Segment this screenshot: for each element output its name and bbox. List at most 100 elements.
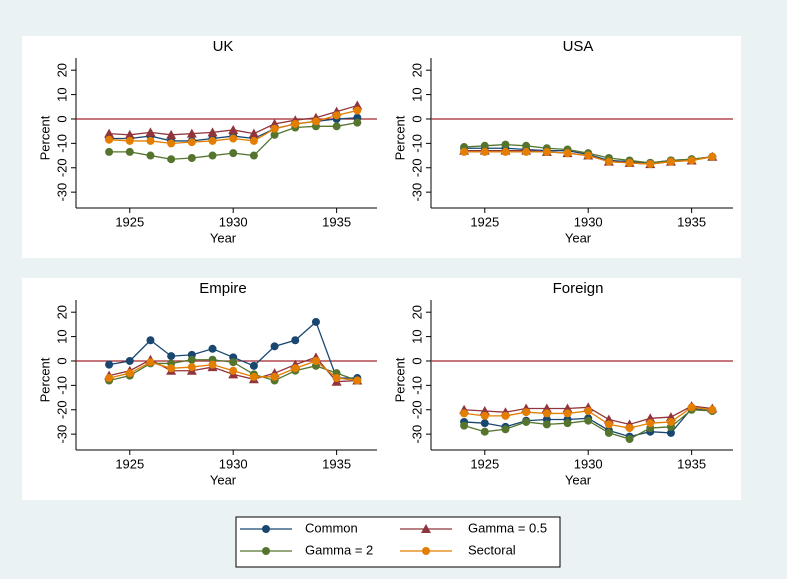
marker bbox=[187, 355, 196, 364]
x-tick-label: 1925 bbox=[470, 456, 499, 471]
marker bbox=[104, 128, 115, 138]
legend-marker bbox=[262, 547, 270, 555]
panel bbox=[22, 36, 386, 258]
x-axis-label: Year bbox=[565, 230, 592, 245]
y-tick-label: 10 bbox=[409, 329, 424, 343]
marker bbox=[353, 106, 362, 115]
y-tick-label: -10 bbox=[54, 134, 69, 153]
marker bbox=[480, 147, 489, 156]
x-tick-label: 1930 bbox=[574, 456, 603, 471]
marker bbox=[208, 344, 217, 353]
x-tick-label: 1925 bbox=[115, 214, 144, 229]
y-tick-label: -20 bbox=[54, 400, 69, 419]
marker bbox=[167, 139, 176, 148]
panel-title: Empire bbox=[199, 280, 247, 297]
marker bbox=[332, 122, 341, 131]
marker bbox=[208, 360, 217, 369]
marker bbox=[208, 151, 217, 160]
marker bbox=[249, 361, 258, 370]
legend-label: Gamma = 2 bbox=[305, 542, 373, 557]
marker bbox=[249, 151, 258, 160]
panel-title: USA bbox=[563, 38, 594, 55]
y-tick-label: 10 bbox=[54, 329, 69, 343]
marker bbox=[522, 147, 531, 156]
y-tick-label: -20 bbox=[409, 158, 424, 177]
marker bbox=[625, 435, 634, 444]
marker bbox=[646, 419, 655, 428]
marker bbox=[311, 317, 320, 326]
x-tick-label: 1925 bbox=[470, 214, 499, 229]
y-tick-label: 0 bbox=[54, 357, 69, 364]
marker bbox=[186, 128, 197, 138]
y-tick-label: 0 bbox=[409, 115, 424, 122]
y-tick-label: 0 bbox=[409, 357, 424, 364]
marker bbox=[480, 427, 489, 436]
y-tick-label: 10 bbox=[409, 87, 424, 101]
x-axis-label: Year bbox=[565, 472, 592, 487]
marker bbox=[501, 147, 510, 156]
marker bbox=[501, 411, 510, 420]
y-tick-label: -30 bbox=[409, 183, 424, 202]
x-tick-label: 1935 bbox=[322, 214, 351, 229]
marker bbox=[665, 412, 676, 422]
legend-marker bbox=[422, 547, 430, 555]
marker bbox=[687, 403, 696, 412]
marker bbox=[352, 100, 363, 110]
marker bbox=[522, 417, 531, 426]
x-tick-label: 1930 bbox=[219, 456, 248, 471]
marker bbox=[480, 141, 489, 150]
marker bbox=[604, 157, 613, 166]
marker bbox=[166, 129, 177, 139]
marker bbox=[105, 135, 114, 144]
y-axis-label: Percent bbox=[37, 115, 52, 160]
marker bbox=[167, 155, 176, 164]
marker bbox=[353, 118, 362, 127]
marker bbox=[311, 117, 320, 126]
marker bbox=[291, 119, 300, 128]
panel-title: UK bbox=[213, 38, 234, 55]
marker bbox=[105, 374, 114, 383]
marker bbox=[542, 409, 551, 418]
marker bbox=[125, 356, 134, 365]
marker bbox=[187, 154, 196, 162]
y-axis-label: Percent bbox=[37, 357, 52, 402]
marker bbox=[604, 420, 613, 429]
marker bbox=[584, 151, 593, 160]
panel bbox=[22, 278, 386, 500]
x-axis-label: Year bbox=[210, 230, 237, 245]
x-tick-label: 1935 bbox=[677, 456, 706, 471]
marker bbox=[584, 406, 593, 415]
y-tick-label: 20 bbox=[409, 305, 424, 319]
marker bbox=[501, 425, 510, 434]
y-tick-label: -30 bbox=[54, 425, 69, 444]
legend-marker bbox=[262, 525, 270, 533]
marker bbox=[125, 136, 134, 145]
marker bbox=[687, 156, 696, 165]
marker bbox=[562, 403, 573, 413]
y-axis-label: Percent bbox=[392, 115, 407, 160]
marker bbox=[460, 409, 469, 418]
marker bbox=[228, 124, 239, 134]
marker bbox=[563, 419, 572, 428]
marker bbox=[460, 421, 469, 430]
marker bbox=[522, 141, 531, 150]
marker bbox=[270, 130, 279, 139]
marker bbox=[146, 136, 155, 145]
marker bbox=[124, 129, 135, 139]
x-tick-label: 1935 bbox=[677, 214, 706, 229]
marker bbox=[146, 151, 155, 160]
marker bbox=[146, 358, 155, 367]
marker bbox=[125, 147, 134, 156]
marker bbox=[480, 419, 489, 428]
marker bbox=[105, 360, 114, 369]
marker bbox=[229, 134, 238, 143]
marker bbox=[332, 111, 341, 120]
marker bbox=[208, 136, 217, 145]
marker bbox=[522, 408, 531, 417]
marker bbox=[604, 428, 613, 437]
marker bbox=[145, 127, 156, 137]
marker bbox=[291, 336, 300, 345]
marker bbox=[645, 413, 656, 423]
marker bbox=[311, 356, 320, 365]
